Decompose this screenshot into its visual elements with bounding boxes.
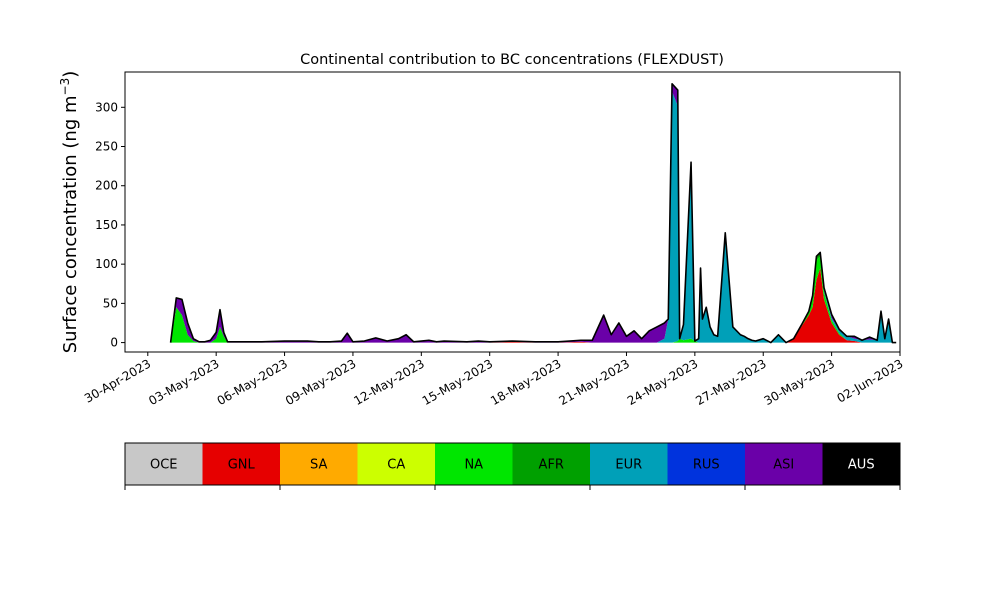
legend-swatch-na bbox=[435, 443, 513, 485]
legend-label-aus: AUS bbox=[848, 458, 875, 473]
y-axis-label-end: ) bbox=[60, 71, 81, 78]
x-tick-label: 06-May-2023 bbox=[215, 356, 290, 408]
area-eur bbox=[170, 91, 897, 343]
area-gnl bbox=[170, 268, 897, 343]
legend-frame bbox=[124, 442, 901, 486]
x-tick-label: 30-Apr-2023 bbox=[82, 356, 153, 405]
area-afr bbox=[170, 252, 897, 343]
chart-title: Continental contribution to BC concentra… bbox=[300, 52, 724, 68]
x-tick-label: 02-Jun-2023 bbox=[835, 356, 906, 405]
legend-swatch-gnl bbox=[202, 443, 280, 485]
legend-label-afr: AFR bbox=[539, 458, 564, 473]
legend-label-sa: SA bbox=[310, 458, 327, 473]
y-axis-label-main: Surface concentration (ng m bbox=[60, 95, 81, 353]
legend-swatch-aus bbox=[822, 443, 900, 485]
y-tick-label: 50 bbox=[103, 296, 118, 310]
x-tick-label: 21-May-2023 bbox=[556, 356, 631, 408]
legend-swatch-oce bbox=[125, 443, 203, 485]
legend-label-na: NA bbox=[464, 458, 483, 473]
legend-label-oce: OCE bbox=[150, 458, 178, 473]
x-tick-label: 03-May-2023 bbox=[146, 356, 221, 408]
x-axis: 30-Apr-202303-May-202306-May-202309-May-… bbox=[82, 352, 906, 408]
area-na bbox=[170, 256, 897, 343]
legend-label-rus: RUS bbox=[693, 458, 720, 473]
legend-swatch-eur bbox=[590, 443, 668, 485]
legend-label-ca: CA bbox=[387, 458, 405, 473]
y-tick-label: 200 bbox=[95, 179, 118, 193]
y-tick-label: 150 bbox=[95, 218, 118, 232]
legend-swatch-ca bbox=[357, 443, 435, 485]
y-tick-label: 300 bbox=[95, 100, 118, 114]
x-tick-label: 24-May-2023 bbox=[625, 356, 700, 408]
y-axis-label: Surface concentration (ng m−3) bbox=[58, 71, 81, 354]
legend-label-gnl: GNL bbox=[228, 458, 256, 473]
legend-swatch-rus bbox=[667, 443, 745, 485]
y-axis-label-sup: −3 bbox=[58, 78, 72, 96]
y-tick-label: 0 bbox=[110, 336, 118, 350]
x-tick-label: 12-May-2023 bbox=[351, 356, 426, 408]
legend-swatch-asi bbox=[745, 443, 823, 485]
y-tick-label: 250 bbox=[95, 140, 118, 154]
legend-swatch-sa bbox=[280, 443, 358, 485]
total-line bbox=[169, 82, 897, 344]
x-tick-label: 18-May-2023 bbox=[488, 356, 563, 408]
legend-label-eur: EUR bbox=[615, 458, 642, 473]
plot-frame bbox=[124, 71, 901, 353]
plot-area bbox=[169, 82, 897, 344]
y-axis: 0 50 100 150 200 250 300 bbox=[95, 100, 125, 350]
y-tick-label: 100 bbox=[95, 257, 118, 271]
x-tick-label: 30-May-2023 bbox=[762, 356, 837, 408]
legend-swatch-afr bbox=[512, 443, 590, 485]
legend-label-asi: ASI bbox=[773, 458, 794, 473]
area-asi bbox=[170, 83, 897, 343]
x-tick-label: 09-May-2023 bbox=[283, 356, 358, 408]
x-tick-label: 15-May-2023 bbox=[420, 356, 495, 408]
legend: OCE GNL SA CA NA AFR EUR RUS ASI AUS bbox=[124, 442, 901, 490]
x-tick-label: 27-May-2023 bbox=[693, 356, 768, 408]
